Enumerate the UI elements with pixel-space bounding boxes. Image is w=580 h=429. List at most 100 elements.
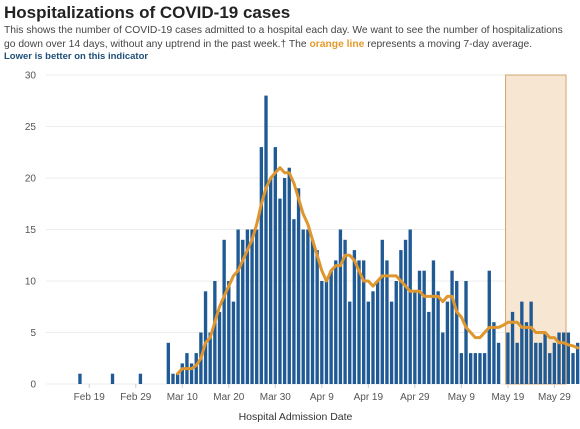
x-tick-label-may-19: May 19	[491, 392, 524, 403]
description-text: This shows the number of COVID-19 cases …	[4, 25, 563, 50]
x-tick-label-mar-30: Mar 30	[260, 392, 292, 403]
y-tick-label-25: 25	[25, 122, 37, 133]
bar-may-4	[436, 291, 440, 384]
gridlines	[46, 74, 565, 385]
bar-apr-13	[338, 229, 343, 384]
x-tick-label-may-9: May 9	[448, 392, 476, 403]
bar-mar-21	[231, 301, 236, 384]
bar-apr-11	[329, 270, 333, 384]
bar-apr-4	[296, 188, 301, 384]
moving-average	[176, 166, 580, 376]
bar-may-16	[492, 322, 496, 384]
page-title: Hospitalizations of COVID-19 cases	[4, 3, 291, 22]
bar-may-2	[427, 311, 431, 384]
bar-may-10	[464, 281, 468, 384]
bar-apr-18	[362, 260, 366, 384]
bar-feb-17	[78, 373, 82, 384]
x-tick-label-feb-29: Feb 29	[120, 392, 152, 403]
bar-apr-22	[380, 239, 384, 384]
bar-apr-14	[343, 239, 347, 384]
bar-apr-6	[306, 229, 310, 384]
bar-may-19	[506, 332, 510, 384]
bar-may-28	[548, 353, 552, 384]
bar-mar-30	[273, 147, 277, 384]
bar-apr-28	[408, 229, 412, 384]
bar-mar-22	[236, 229, 240, 384]
bar-mar-28	[264, 95, 268, 384]
bar-apr-29	[413, 291, 417, 384]
highlight-window	[505, 74, 567, 385]
bar-jun-2	[571, 353, 575, 384]
bar-apr-30	[417, 270, 422, 384]
bar-apr-27	[403, 239, 408, 384]
x-tick-label-apr-19: Apr 19	[354, 392, 384, 403]
bar-apr-5	[301, 229, 305, 384]
bar-mar-13	[194, 353, 198, 384]
bar-may-3	[431, 260, 436, 384]
bar-mar-27	[259, 147, 264, 384]
y-tick-label-15: 15	[25, 225, 37, 236]
bar-apr-9	[320, 281, 324, 384]
orange-line-label: orange line	[309, 39, 365, 50]
bar-apr-17	[357, 260, 361, 384]
bar-apr-2	[287, 167, 291, 384]
bar-may-31	[562, 332, 566, 384]
bar-may-1	[422, 270, 426, 384]
bar-may-14	[482, 353, 487, 384]
bar-apr-26	[399, 250, 403, 384]
bar-apr-8	[315, 250, 319, 384]
bar-may-23	[524, 322, 529, 384]
bar-may-22	[520, 301, 524, 384]
indicator-note: Lower is better on this indicator	[4, 51, 149, 62]
bar-mar-18	[217, 311, 222, 384]
bar-mar-15	[203, 291, 208, 384]
x-tick-label-feb-19: Feb 19	[74, 392, 106, 403]
bar-mar-31	[278, 198, 282, 384]
bar-mar-20	[227, 281, 231, 384]
x-tick-label-mar-20: Mar 20	[213, 392, 245, 403]
bar-jun-3	[575, 342, 580, 384]
bar-mar-12	[189, 363, 194, 384]
bar-apr-12	[334, 260, 338, 384]
bar-may-11	[468, 353, 473, 384]
bar-mar-23	[241, 239, 245, 384]
x-tick-label-apr-29: Apr 29	[400, 392, 430, 403]
bar-apr-20	[371, 291, 375, 384]
bar-may-30	[557, 332, 561, 384]
bars	[78, 95, 580, 384]
bar-apr-23	[385, 260, 389, 384]
bar-mar-16	[208, 332, 212, 384]
y-tick-label-0: 0	[30, 380, 36, 391]
bar-mar-19	[222, 239, 226, 384]
bar-may-24	[529, 301, 533, 384]
y-tick-label-20: 20	[25, 174, 37, 185]
bar-may-8	[455, 281, 459, 384]
bar-may-21	[515, 342, 519, 384]
bar-apr-15	[348, 301, 352, 384]
bar-mar-7	[166, 342, 171, 384]
y-axis: 0 5 10 15 20 25 30	[25, 71, 37, 391]
bar-jun-1	[566, 332, 571, 384]
x-axis: Feb 19 Feb 29 Mar 10 Mar 20 Mar 30 Apr 9 Apr 1…	[74, 384, 571, 403]
bar-mar-17	[213, 281, 217, 384]
bar-may-9	[459, 353, 464, 384]
bar-mar-26	[255, 229, 259, 384]
bar-may-6	[445, 301, 450, 384]
description-text-end: represents a moving 7-day average.	[364, 39, 533, 50]
bar-mar-25	[250, 229, 254, 384]
bar-may-7	[450, 270, 454, 384]
bar-apr-25	[394, 281, 398, 384]
bar-mar-9	[175, 373, 180, 384]
y-tick-label-10: 10	[25, 277, 37, 288]
bar-mar-24	[245, 229, 250, 384]
bar-mar-29	[268, 178, 273, 384]
bar-may-20	[510, 311, 515, 384]
bar-apr-10	[324, 281, 329, 384]
moving-average-line	[176, 166, 580, 376]
bar-feb-24	[110, 373, 115, 384]
x-axis-title: Hospital Admission Date	[239, 411, 353, 423]
bar-may-26	[538, 342, 543, 384]
bar-mar-10	[180, 363, 184, 384]
bar-apr-7	[310, 239, 315, 384]
